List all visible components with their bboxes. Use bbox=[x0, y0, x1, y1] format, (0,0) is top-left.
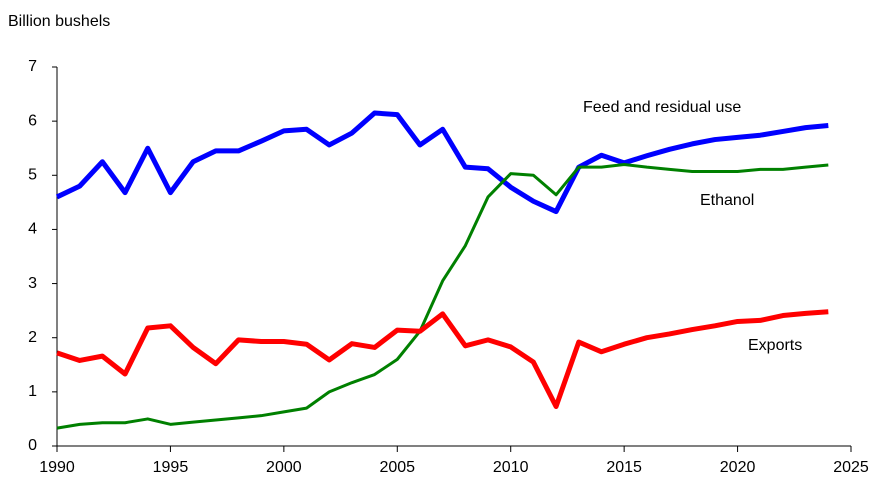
x-tick-label: 2020 bbox=[720, 459, 756, 476]
x-tick-label: 2000 bbox=[266, 459, 302, 476]
line-series bbox=[56, 309, 829, 409]
x-tick-label: 2025 bbox=[833, 459, 869, 476]
x-tick-label: 2010 bbox=[493, 459, 529, 476]
y-tick-label: 2 bbox=[28, 329, 37, 346]
series-label: Exports bbox=[748, 337, 802, 354]
series-label: Feed and residual use bbox=[583, 99, 741, 116]
x-tick-label: 2005 bbox=[379, 459, 415, 476]
y-tick-label: 4 bbox=[28, 221, 37, 238]
y-tick-label: 1 bbox=[28, 383, 37, 400]
line-series bbox=[55, 110, 829, 215]
y-axis-label: Billion bushels bbox=[8, 13, 110, 30]
y-tick-label: 5 bbox=[28, 167, 37, 184]
series-label: Ethanol bbox=[700, 192, 754, 209]
x-tick-label: 1990 bbox=[39, 459, 75, 476]
line-series bbox=[56, 162, 829, 430]
x-tick-label: 1995 bbox=[153, 459, 189, 476]
y-tick-label: 3 bbox=[28, 275, 37, 292]
y-tick-label: 6 bbox=[28, 112, 37, 129]
y-tick-label: 7 bbox=[28, 58, 37, 75]
y-tick-label: 0 bbox=[28, 437, 37, 454]
x-tick-label: 2015 bbox=[606, 459, 642, 476]
